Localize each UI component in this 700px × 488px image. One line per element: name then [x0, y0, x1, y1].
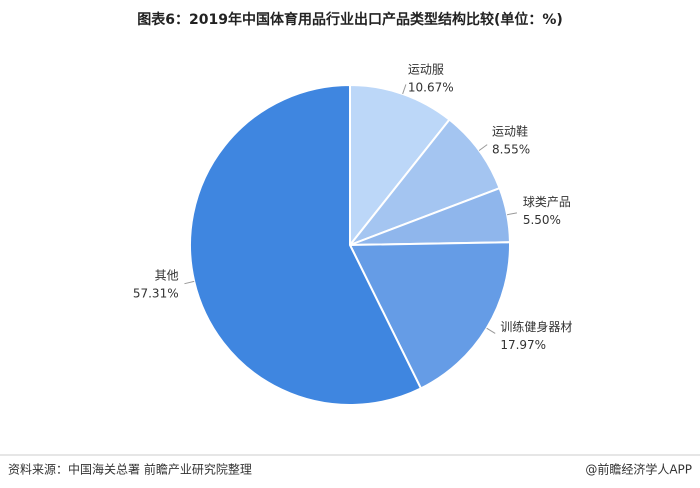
pie-slice [189, 83, 423, 406]
source: 资料来源：中国海关总署 前瞻产业研究院整理 [8, 462, 252, 477]
slice-label: 运动鞋 [492, 124, 528, 139]
pie-slice [346, 118, 501, 248]
leader-line [507, 212, 518, 216]
pie-slice [348, 241, 511, 390]
leader-line [402, 84, 407, 95]
value-label: 10.67% [408, 80, 454, 94]
credit: @前瞻经济学人APP [585, 462, 692, 477]
value-label: 5.50% [523, 213, 561, 227]
slice-label: 运动服 [408, 62, 444, 76]
slice-label: 球类产品 [523, 195, 571, 209]
slice-label: 其他 [155, 269, 179, 283]
leader-line [184, 280, 195, 285]
chart-title: 图表6：2019年中国体育用品行业出口产品类型结构比较(单位：%) [137, 11, 563, 28]
leader-line [478, 144, 488, 151]
leader-line [486, 327, 496, 334]
value-label: 57.31% [133, 287, 179, 301]
value-label: 17.97% [500, 338, 546, 352]
pie-slice [349, 83, 451, 248]
slice-label: 训练健身器材 [500, 319, 572, 334]
value-label: 8.55% [492, 143, 530, 157]
